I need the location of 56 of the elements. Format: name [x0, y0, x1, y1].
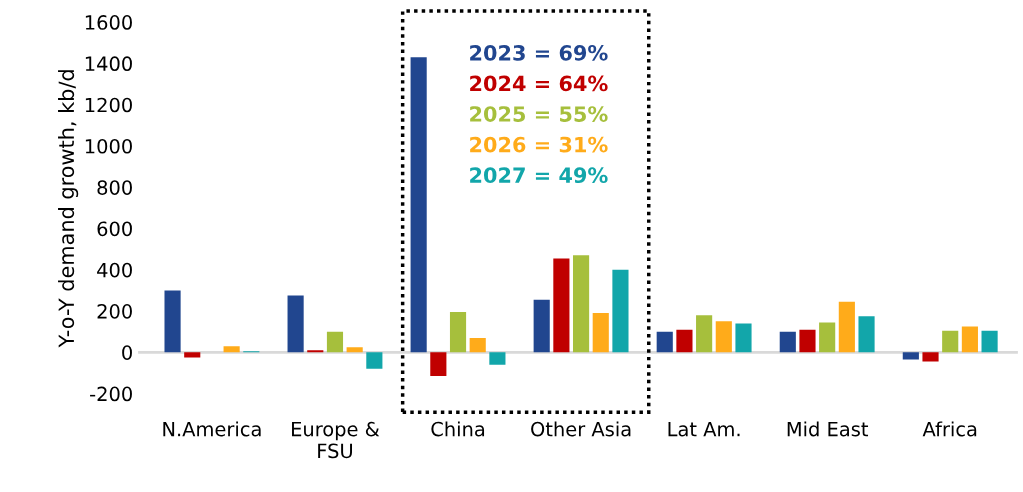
x-tick-label: Africa	[922, 421, 977, 437]
bar	[430, 352, 447, 377]
bar	[287, 295, 304, 353]
bar	[164, 290, 181, 353]
text: 2024 = 64%	[470, 75, 608, 92]
y-tick-label: 200	[97, 304, 132, 319]
bar	[573, 255, 590, 353]
bar	[981, 330, 998, 353]
y-tick-label: 800	[97, 180, 132, 195]
y-tick-label: -200	[90, 386, 132, 402]
x-tick-label: Lat Am.	[668, 421, 740, 437]
bar	[819, 322, 836, 353]
y-tick-label: 0	[122, 345, 132, 360]
bar	[346, 347, 363, 353]
bar	[858, 316, 875, 353]
bar	[922, 352, 939, 362]
x-tick-label: China	[431, 421, 485, 437]
bar	[902, 352, 919, 360]
bar	[942, 330, 959, 353]
x-tick-label: Europe & FSU	[292, 421, 380, 459]
y-tick-label: 400	[97, 262, 132, 278]
text: 2023 = 69%	[470, 44, 608, 61]
bar	[410, 57, 427, 353]
bar	[366, 352, 383, 369]
y-tick-label: 1600	[85, 15, 132, 30]
bar	[326, 331, 344, 353]
bar	[553, 258, 570, 353]
bar	[696, 315, 713, 353]
bar	[223, 346, 240, 353]
bar	[533, 299, 550, 353]
bar	[715, 321, 732, 353]
bar	[184, 352, 201, 358]
y-tick-label: 600	[97, 221, 132, 237]
x-tick-label: Mid East	[787, 421, 869, 437]
bar	[656, 331, 673, 353]
bar	[676, 329, 693, 353]
bar	[799, 329, 816, 353]
y-tick-label: 1400	[85, 56, 132, 72]
y-tick-label: 1000	[85, 138, 132, 154]
bar	[449, 312, 467, 353]
x-tick-label: N.America	[163, 421, 261, 437]
bar	[592, 313, 609, 353]
bar	[489, 352, 506, 365]
bar	[838, 301, 855, 353]
bar	[779, 331, 796, 353]
text: 2026 = 31%	[470, 136, 608, 153]
text: 2025 = 55%	[470, 106, 608, 122]
bar	[307, 350, 324, 353]
bar	[735, 323, 752, 353]
bar	[612, 269, 629, 353]
text: 2027 = 49%	[470, 167, 608, 184]
y-tick-label: 1200	[85, 97, 132, 113]
y-axis-title: Y-o-Y demand growth, kb/d	[58, 70, 79, 348]
bar	[961, 326, 978, 353]
x-tick-label: Other Asia	[531, 421, 631, 437]
bar	[469, 337, 486, 353]
